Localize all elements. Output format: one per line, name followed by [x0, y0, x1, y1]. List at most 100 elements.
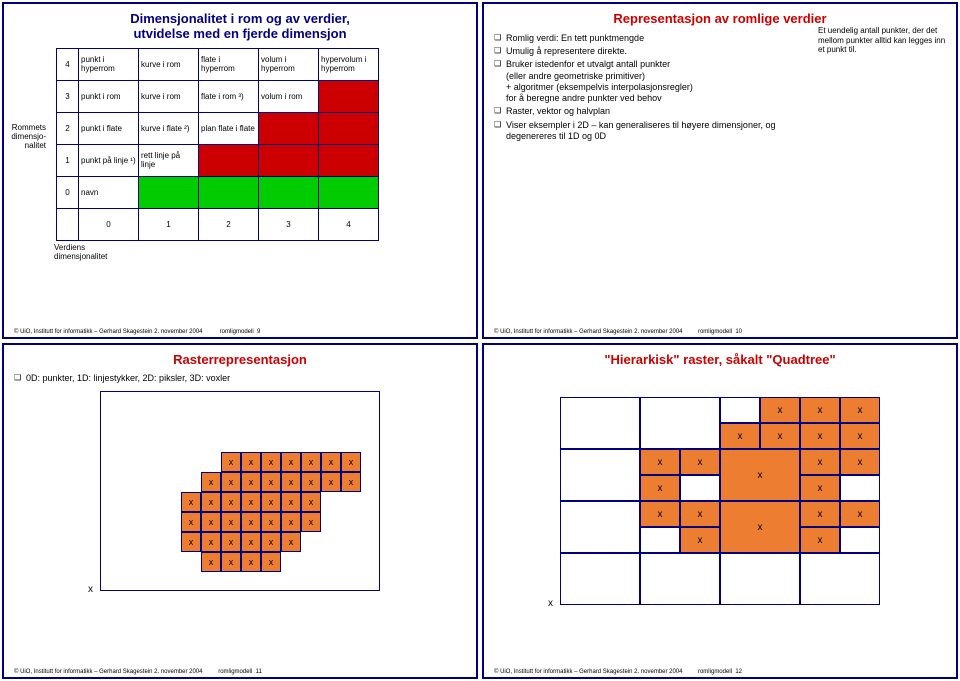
raster-cell: [261, 572, 281, 592]
quadtree-cell: x: [800, 527, 840, 553]
slide-11: Rasterrepresentasjon 0D: punkter, 1D: li…: [2, 343, 478, 680]
raster-cell: x: [221, 532, 241, 552]
raster-cell: [161, 552, 181, 572]
raster-cell: [281, 412, 301, 432]
raster-cell: [361, 512, 381, 532]
raster-cell: [101, 552, 121, 572]
raster-cell: x: [221, 472, 241, 492]
raster-cell: [161, 392, 181, 412]
quadtree-cell: [720, 553, 800, 605]
table-cell: rett linje på linje: [139, 144, 199, 176]
table-cell: [259, 176, 319, 208]
table-cell: volum i hyperrom: [259, 48, 319, 80]
raster-cell: x: [221, 552, 241, 572]
table-cell: kurve i flate ²): [139, 112, 199, 144]
table-cell: flate i rom ³): [199, 80, 259, 112]
raster-cell: [321, 492, 341, 512]
quadtree-cell: [560, 501, 640, 553]
quadtree-cell: [720, 397, 760, 423]
raster-cell: x: [221, 452, 241, 472]
raster-cell: [341, 512, 361, 532]
raster-cell: [321, 572, 341, 592]
table-cell: [259, 112, 319, 144]
raster-cell: x: [201, 492, 221, 512]
quadtree-cell: [640, 553, 720, 605]
raster-cell: [101, 512, 121, 532]
raster-cell: x: [221, 512, 241, 532]
quadtree-cell: x: [760, 397, 800, 423]
raster-cell: x: [341, 472, 361, 492]
raster-cell: [181, 432, 201, 452]
table-cell: [319, 176, 379, 208]
raster-cell: [301, 392, 321, 412]
raster-cell: [101, 572, 121, 592]
raster-cell: x: [201, 532, 221, 552]
raster-cell: [341, 412, 361, 432]
raster-cell: [161, 472, 181, 492]
raster-cell: [101, 532, 121, 552]
footer-left: © UiO, Institutt for informatikk – Gerha…: [494, 329, 683, 335]
raster-cell: [361, 412, 381, 432]
quadtree-cell: [800, 553, 880, 605]
slide-footer: © UiO, Institutt for informatikk – Gerha…: [494, 329, 946, 335]
axis-bottom-label: Verdiens dimensjonalitet: [54, 243, 466, 261]
raster-cell: x: [261, 452, 281, 472]
raster-cell: [361, 492, 381, 512]
slide-title: Rasterrepresentasjon: [14, 353, 466, 368]
raster-cell: [281, 392, 301, 412]
quadtree-cell: x: [760, 423, 800, 449]
quadtree-cell: x: [680, 449, 720, 475]
table-cell: plan flate i flate: [199, 112, 259, 144]
raster-cell: [361, 392, 381, 412]
table-cell: [139, 176, 199, 208]
raster-cell: [141, 492, 161, 512]
raster-cell: [121, 532, 141, 552]
quadtree-cell: x: [640, 449, 680, 475]
raster-cell: x: [241, 552, 261, 572]
slide-footer: © UiO, Institutt for informatikk – Gerha…: [14, 329, 466, 335]
table-cell: kurve i rom: [139, 48, 199, 80]
quadtree-cell: [560, 553, 640, 605]
raster-cell: [101, 492, 121, 512]
raster-cell: [361, 532, 381, 552]
raster-cell: [281, 552, 301, 572]
table-cell: 4: [57, 48, 79, 80]
table-cell: punkt i flate: [79, 112, 139, 144]
table-cell: [319, 80, 379, 112]
raster-cell: [181, 392, 201, 412]
slide-10: Representasjon av romlige verdier Romlig…: [482, 2, 958, 339]
table-cell: 2: [57, 112, 79, 144]
raster-cell: [161, 452, 181, 472]
raster-cell: x: [261, 532, 281, 552]
raster-cell: [281, 572, 301, 592]
side-note: Et uendelig antall punkter, der det mell…: [818, 26, 948, 55]
raster-cell: [161, 412, 181, 432]
raster-cell: x: [241, 452, 261, 472]
slide-12: "Hierarkisk" raster, såkalt "Quadtree" x…: [482, 343, 958, 680]
raster-cell: [261, 412, 281, 432]
raster-cell: [221, 572, 241, 592]
raster-cell: [121, 392, 141, 412]
raster-cell: [321, 532, 341, 552]
raster-cell: [321, 512, 341, 532]
raster-cell: [121, 432, 141, 452]
raster-cell: [101, 452, 121, 472]
quadtree-cell: x: [840, 501, 880, 527]
raster-cell: [181, 452, 201, 472]
raster-cell: x: [201, 512, 221, 532]
origin-x: x: [88, 584, 93, 595]
raster-cell: [121, 412, 141, 432]
quadtree-cell: [680, 475, 720, 501]
raster-cell: x: [341, 452, 361, 472]
raster-cell: [281, 432, 301, 452]
quadtree-cell: x: [720, 449, 800, 501]
table-cell: [57, 208, 79, 240]
raster-cell: x: [301, 492, 321, 512]
raster-cell: [261, 432, 281, 452]
raster-cell: [141, 552, 161, 572]
raster-cell: [341, 552, 361, 572]
raster-cell: [321, 552, 341, 572]
raster-cell: x: [301, 452, 321, 472]
raster-cell: [201, 572, 221, 592]
slide-footer: © UiO, Institutt for informatikk – Gerha…: [494, 669, 946, 675]
